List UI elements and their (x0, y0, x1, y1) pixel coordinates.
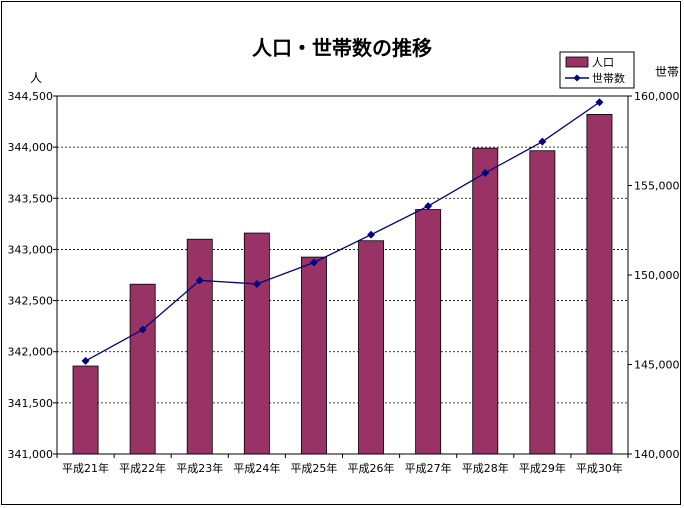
line-households (85, 101, 600, 362)
bar-population (243, 232, 270, 455)
legend-swatch-population (565, 56, 589, 68)
left-axis-tick-label: 342,000 (8, 346, 54, 359)
x-axis-tick-label: 平成27年 (405, 461, 452, 475)
x-axis-tick-label: 平成26年 (348, 461, 395, 475)
x-axis-tick-label: 平成21年 (62, 461, 109, 475)
left-axis-tick-label: 343,000 (8, 243, 54, 256)
right-axis-tick-label: 160,000 (634, 90, 680, 103)
left-axis-tick-label: 344,000 (8, 141, 54, 154)
bar-population (529, 150, 556, 455)
legend: 人口 世帯数 (559, 51, 635, 89)
left-axis-tick-label: 341,500 (8, 397, 54, 410)
legend-label-population: 人口 (592, 56, 614, 69)
bar-population (472, 147, 499, 455)
x-axis-tick-label: 平成29年 (519, 461, 566, 475)
x-axis-tick-label: 平成30年 (576, 461, 623, 475)
legend-label-households: 世帯数 (592, 72, 625, 85)
point-households (309, 258, 318, 267)
right-axis-tick-label: 145,000 (634, 359, 680, 372)
right-axis-unit-label: 世帯 (655, 65, 679, 79)
x-axis-tick-label: 平成23年 (176, 461, 223, 475)
left-axis-tick-label: 344,500 (8, 90, 54, 103)
x-axis-tick-label: 平成24年 (233, 461, 280, 475)
point-households (538, 137, 547, 146)
x-axis-tick-label: 平成22年 (119, 461, 166, 475)
legend-swatch-households-marker (573, 74, 581, 82)
left-axis-tick-label: 342,500 (8, 295, 54, 308)
point-households (367, 230, 376, 239)
bar-population (186, 238, 213, 455)
bar-population (300, 256, 327, 455)
bar-population (415, 209, 442, 455)
point-households (195, 276, 204, 285)
left-axis-tick-label: 341,000 (8, 448, 54, 461)
left-axis-tick-label: 343,500 (8, 192, 54, 205)
x-axis-tick-label: 平成28年 (462, 461, 509, 475)
point-households (481, 169, 490, 177)
point-households (424, 202, 433, 211)
right-axis-tick-label: 150,000 (634, 269, 680, 282)
chart-title: 人口・世帯数の推移 (252, 36, 432, 60)
right-axis-tick-label: 155,000 (634, 180, 680, 193)
right-axis-tick-label: 140,000 (634, 448, 680, 461)
bar-population (586, 114, 613, 455)
plot-area: 341,000 341,500 342,000 342,500 343,000 343,5… (8, 90, 680, 475)
bar-population (72, 365, 99, 455)
bar-population (129, 283, 156, 455)
left-axis-unit-label: 人 (30, 71, 42, 85)
x-axis-tick-label: 平成25年 (290, 461, 337, 475)
bar-population (358, 240, 385, 455)
